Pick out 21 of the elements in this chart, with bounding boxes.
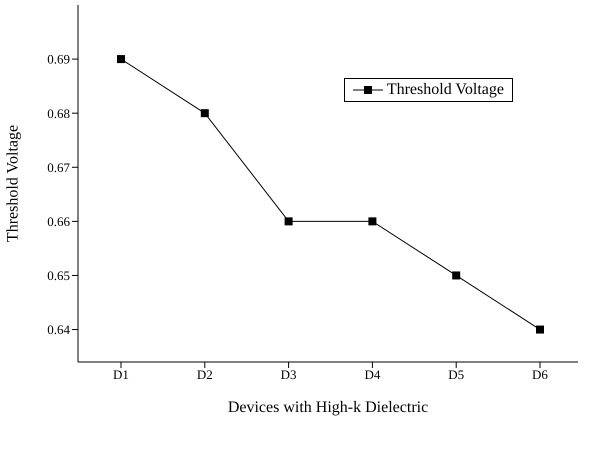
y-axis-title: Threshold Voltage (4, 124, 22, 242)
y-tick-label: 0.67 (47, 160, 70, 175)
point (452, 271, 460, 280)
x-tick-label: D4 (364, 367, 381, 382)
y-tick-label: 0.66 (47, 214, 70, 229)
x-tick-label: D5 (448, 367, 464, 382)
point (200, 109, 209, 118)
legend-label: Threshold Voltage (386, 81, 504, 99)
x-tick-label: D2 (196, 367, 213, 382)
point (284, 217, 293, 226)
y-tick-label: 0.64 (47, 322, 70, 338)
point (368, 217, 376, 226)
y-tick-label: 0.65 (47, 268, 70, 284)
point (117, 55, 125, 64)
x-axis-title: Devices with High-k Dielectric (228, 399, 428, 416)
y-tick-label: 0.69 (47, 52, 70, 67)
x-tick-label: D3 (280, 367, 297, 382)
x-tick-label: D1 (113, 367, 129, 382)
point (536, 326, 544, 334)
x-tick-label: D6 (532, 367, 548, 382)
y-tick-label: 0.68 (47, 106, 70, 121)
